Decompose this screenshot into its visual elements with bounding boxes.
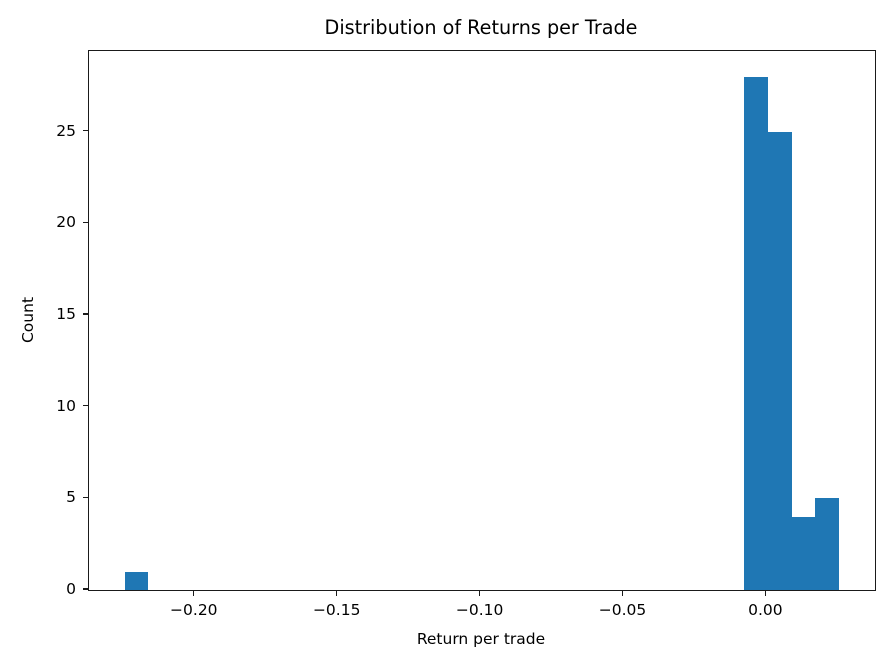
y-tick-mark [82, 405, 88, 407]
x-tick-mark [621, 590, 624, 596]
histogram-bar [124, 571, 149, 590]
x-tick-mark [336, 590, 338, 596]
y-tick-mark [82, 313, 88, 315]
x-tick-mark [478, 590, 481, 596]
x-tick-label: 0.00 [748, 601, 783, 619]
y-tick-mark [82, 496, 88, 498]
x-tick-label: −0.10 [455, 601, 504, 619]
x-tick-label: −0.05 [598, 601, 647, 619]
x-tick-label: −0.15 [312, 601, 361, 619]
y-tick-label: 25 [56, 121, 76, 140]
x-tick-mark [764, 590, 767, 596]
y-tick-mark [82, 588, 88, 590]
y-tick-mark [82, 130, 88, 132]
plot-area [88, 50, 876, 591]
histogram-bar [791, 516, 816, 590]
histogram-bar [815, 498, 840, 590]
y-tick-label: 20 [56, 213, 76, 232]
y-tick-label: 15 [56, 305, 76, 323]
histogram-bar [744, 76, 768, 590]
chart-title: Distribution of Returns per Trade [324, 16, 638, 39]
y-axis-label: Count [19, 296, 37, 344]
y-tick-label: 5 [66, 488, 76, 507]
y-tick-label: 0 [66, 580, 76, 598]
y-tick-label: 10 [56, 396, 76, 415]
y-tick-mark [82, 221, 88, 223]
histogram-bar [767, 131, 792, 590]
x-tick-label: −0.20 [170, 601, 218, 619]
x-tick-mark [193, 590, 195, 596]
x-axis-label: Return per trade [416, 630, 546, 648]
